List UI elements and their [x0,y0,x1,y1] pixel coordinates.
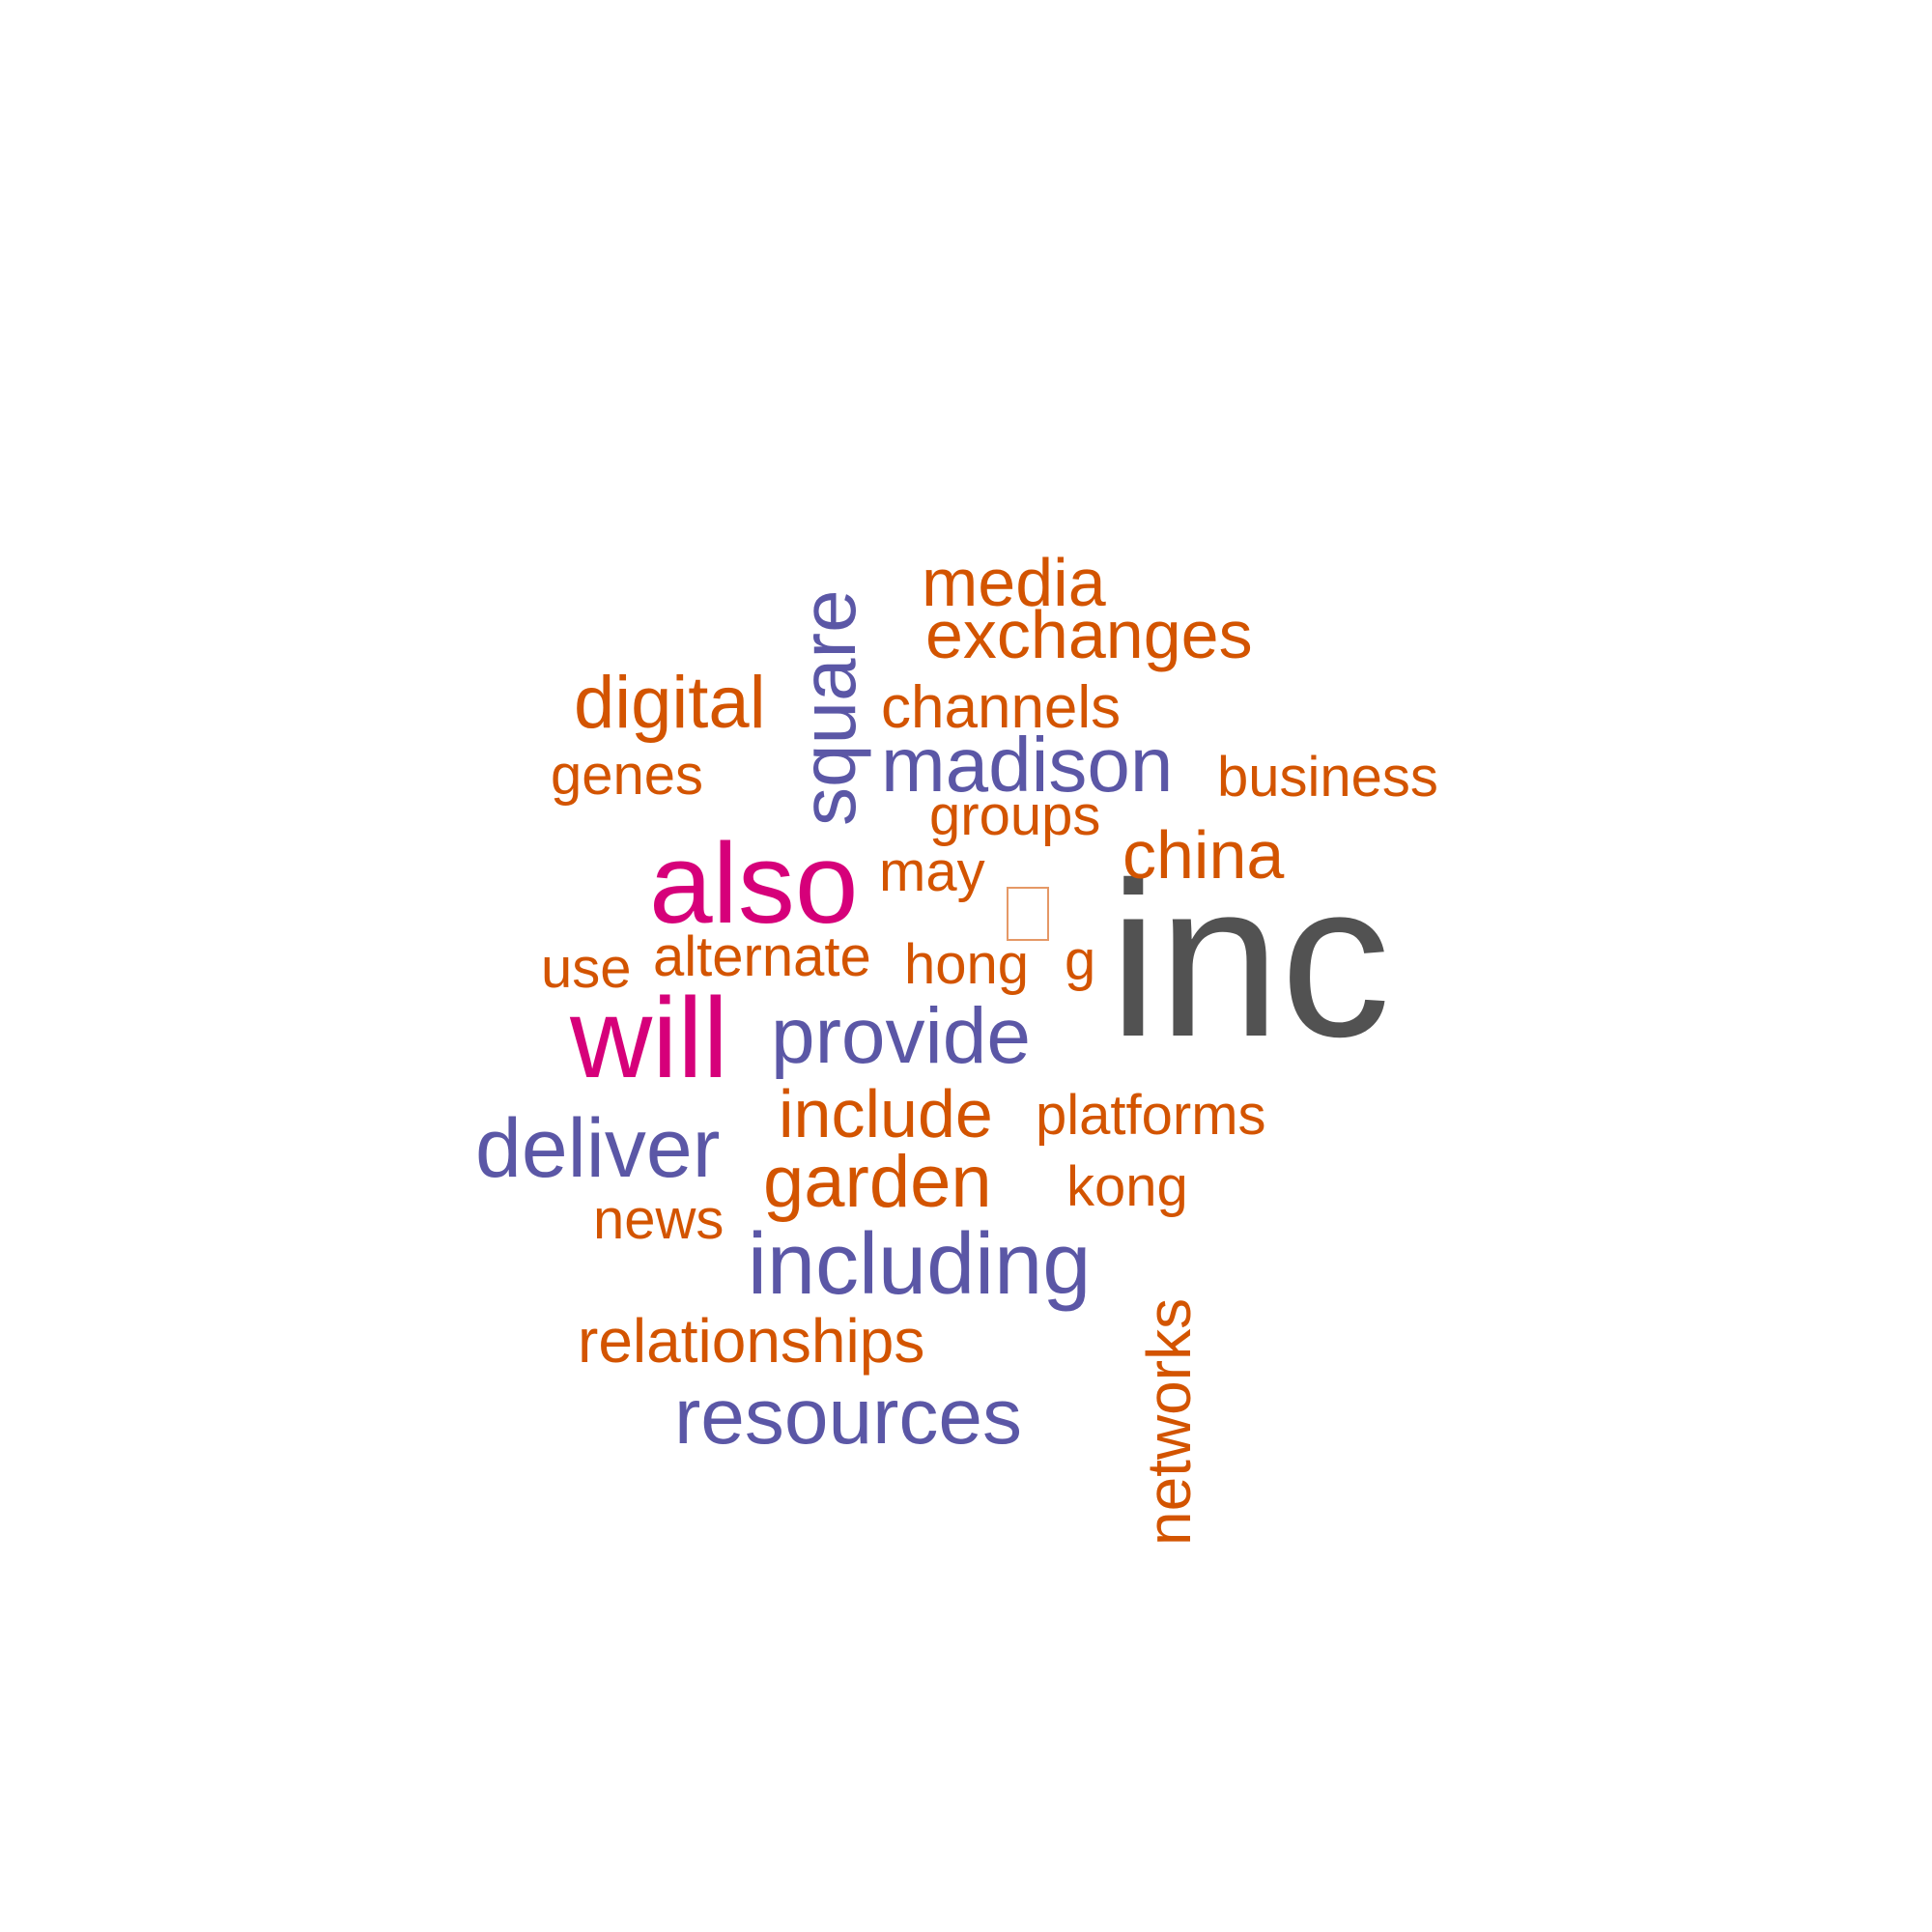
word-use: use [541,937,632,1000]
word-relationships: relationships [578,1306,925,1376]
word-square: square [785,589,871,826]
word-inc: inc [1109,838,1391,1083]
word-groups: groups [929,784,1101,847]
word-include: include [779,1076,993,1151]
word-china: china [1122,817,1285,893]
word-digital: digital [574,662,766,744]
word-platforms: platforms [1036,1084,1266,1147]
word-genes: genes [551,744,704,807]
word-media: media [922,545,1106,620]
word-will: will [570,975,728,1102]
word-deliver: deliver [475,1102,721,1195]
word-also: also [649,820,859,948]
missing-glyph-box [1007,887,1049,941]
word-may: may [879,840,985,903]
word-g: g [1065,929,1096,992]
word-including: including [748,1216,1092,1313]
word-kong: kong [1066,1155,1188,1218]
word-networks: networks [1134,1297,1204,1546]
word-channels: channels [881,674,1122,741]
word-exchanges: exchanges [925,597,1253,672]
word-garden: garden [763,1141,992,1223]
word-provide: provide [771,992,1031,1080]
word-alternate: alternate [653,925,871,988]
word-news: news [593,1188,724,1251]
word-hong: hong [904,933,1030,996]
word-resources: resources [674,1373,1023,1461]
word-madison: madison [881,722,1174,808]
word-business: business [1217,746,1438,809]
